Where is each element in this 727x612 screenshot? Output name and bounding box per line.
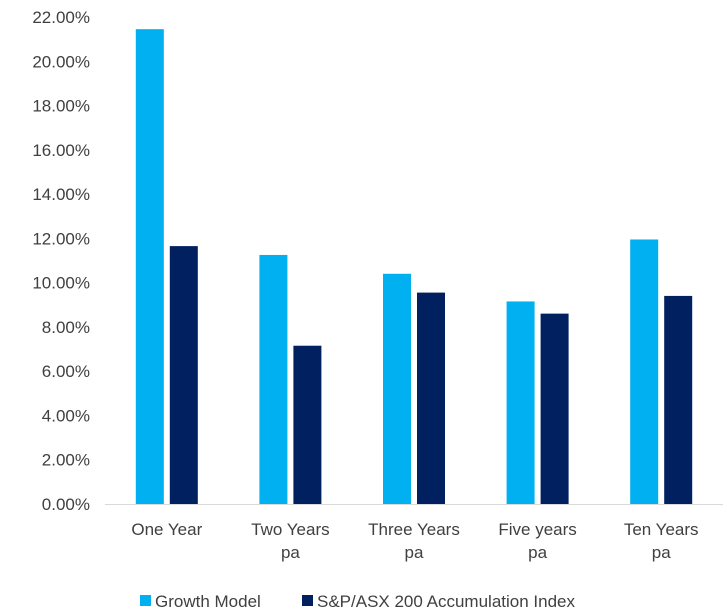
bar-index-4 — [664, 295, 693, 504]
bar-index-1 — [293, 345, 322, 504]
y-tick-label: 4.00% — [42, 406, 90, 425]
x-tick-label: pa — [281, 543, 300, 562]
legend-label-growth-model: Growth Model — [155, 592, 261, 611]
y-tick-label: 2.00% — [42, 451, 90, 470]
y-tick-label: 12.00% — [32, 229, 90, 248]
legend-label-index: S&P/ASX 200 Accumulation Index — [317, 592, 575, 611]
x-tick-label: pa — [652, 543, 671, 562]
x-tick-label: Five years — [498, 520, 576, 539]
y-tick-label: 6.00% — [42, 362, 90, 381]
legend-swatch-index — [302, 595, 313, 606]
x-tick-label: pa — [405, 543, 424, 562]
x-axis-tick-labels: One Year Two Years pa Three Years pa Five yea… — [131, 520, 698, 562]
x-tick-label: Three Years — [368, 520, 460, 539]
legend: Growth Model S&P/ASX 200 Accumulation Ind… — [140, 592, 575, 611]
bar-index-2 — [417, 292, 445, 504]
y-tick-label: 16.00% — [32, 141, 90, 160]
y-tick-label: 20.00% — [32, 52, 90, 71]
bar-index-3 — [540, 313, 569, 504]
bar-growth-model-2 — [383, 273, 411, 504]
y-axis-tick-labels: 0.00% 2.00% 4.00% 6.00% 8.00% 10.00% 12.00% 14.… — [32, 8, 90, 514]
y-tick-label: 14.00% — [32, 185, 90, 204]
y-tick-label: 22.00% — [32, 8, 90, 27]
x-tick-label: pa — [528, 543, 547, 562]
bar-growth-model-3 — [506, 301, 535, 504]
bar-index-0 — [169, 246, 198, 504]
bar-growth-model-1 — [259, 254, 288, 504]
y-tick-label: 18.00% — [32, 97, 90, 116]
y-tick-label: 0.00% — [42, 495, 90, 514]
x-tick-label: One Year — [131, 520, 202, 539]
x-tick-label: Two Years — [251, 520, 329, 539]
legend-swatch-growth-model — [140, 595, 151, 606]
bar-growth-model-4 — [630, 239, 659, 504]
bars — [135, 29, 693, 505]
y-tick-label: 10.00% — [32, 274, 90, 293]
bar-growth-model-0 — [135, 29, 164, 505]
x-tick-label: Ten Years — [624, 520, 699, 539]
y-tick-label: 8.00% — [42, 318, 90, 337]
